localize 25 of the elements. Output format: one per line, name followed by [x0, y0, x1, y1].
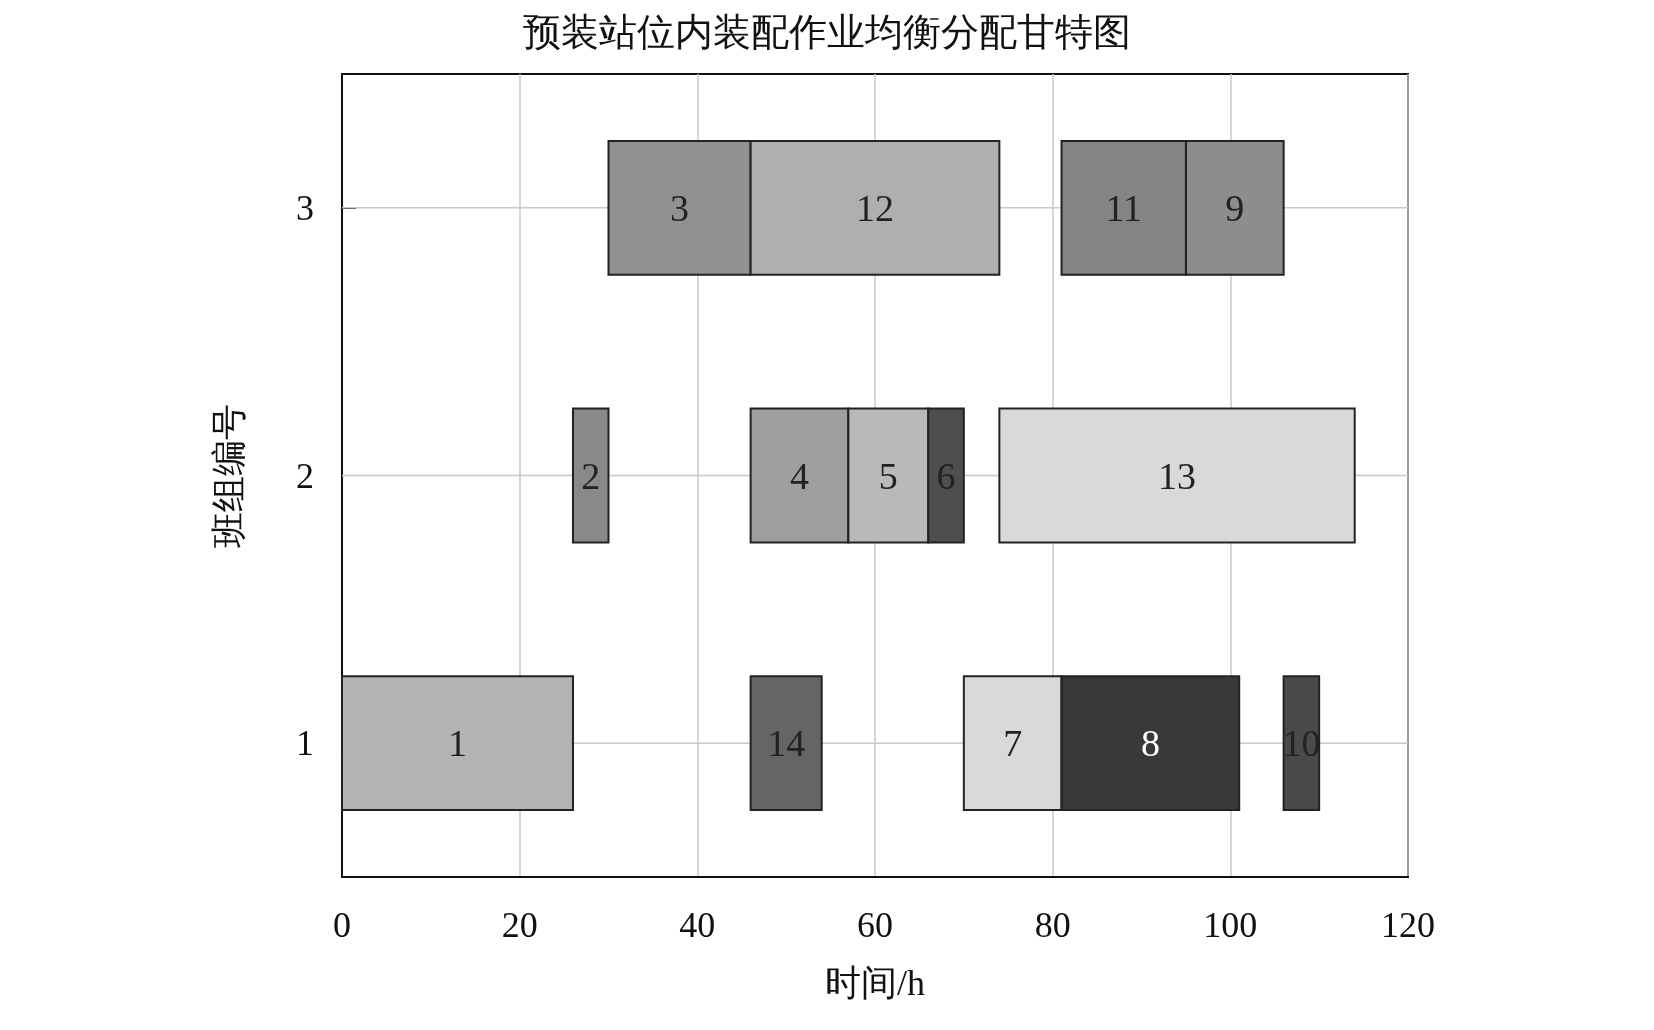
series-label: 1 [447, 722, 467, 765]
series-label: 4 [789, 454, 809, 497]
series-label: 7 [1003, 722, 1023, 765]
series-label: 11 [1105, 186, 1143, 229]
x-axis-title: 时间/h [824, 963, 926, 1003]
series-label: 2 [581, 454, 601, 497]
series-label: 8 [1140, 722, 1160, 765]
x-tick-label: 120 [1381, 905, 1435, 945]
chart-title: 预装站位内装配作业均衡分配甘特图 [523, 11, 1131, 53]
x-tick-label: 20 [501, 905, 538, 945]
x-tick-label: 100 [1203, 905, 1258, 945]
series-label: 9 [1225, 186, 1245, 229]
series-label: 14 [767, 722, 806, 765]
series-label: 3 [670, 186, 690, 229]
x-tick-label: 80 [1034, 905, 1071, 945]
series-label: 5 [878, 454, 898, 497]
series-label: 12 [856, 186, 894, 229]
x-tick-label: 0 [333, 905, 351, 945]
y-tick-label: 2 [296, 455, 314, 496]
y-tick-label: 1 [296, 723, 314, 764]
x-tick-label: 40 [679, 905, 716, 945]
x-tick-label: 60 [857, 905, 893, 945]
y-axis-title: 班组编号 [209, 403, 249, 548]
series-label: 13 [1158, 454, 1197, 497]
y-tick-label: 3 [296, 187, 314, 228]
